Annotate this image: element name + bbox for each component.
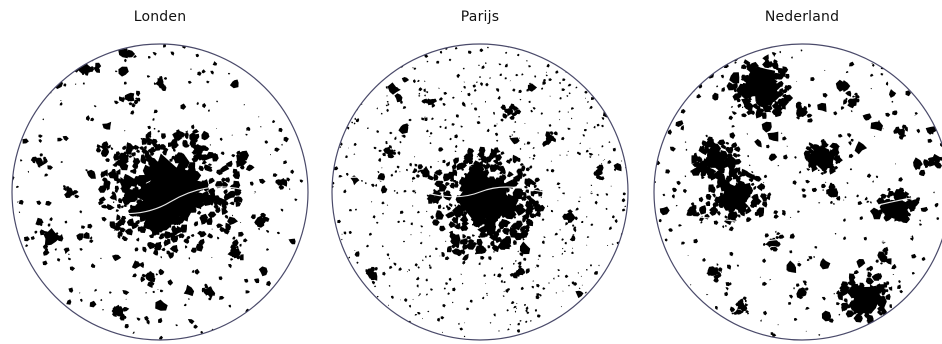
map-panel-london: Londen — [10, 0, 310, 344]
built-area-layer — [654, 44, 942, 340]
map-boundary-circle — [11, 43, 309, 341]
urban-footprint-map-netherlands — [653, 43, 942, 341]
urban-footprint-map-paris — [331, 43, 629, 341]
urban-footprint-map-london — [11, 43, 309, 341]
map-title-london: Londen — [133, 9, 187, 25]
built-area-layer — [332, 44, 628, 340]
map-boundary-circle — [331, 43, 629, 341]
map-title-netherlands: Nederland — [764, 9, 840, 25]
map-title-paris: Parijs — [460, 9, 500, 25]
map-panel-netherlands: Nederland — [652, 0, 942, 344]
map-boundary-circle — [653, 43, 942, 341]
map-panel-paris: Parijs — [330, 0, 630, 344]
built-area-layer — [12, 44, 308, 340]
